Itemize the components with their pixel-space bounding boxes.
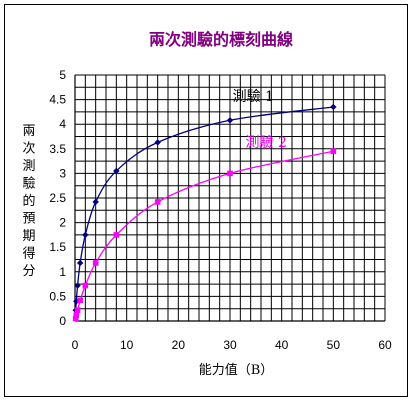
data-point-square	[74, 307, 81, 313]
data-point-diamond	[330, 103, 337, 111]
y-tick-label: 1.5	[49, 240, 66, 254]
data-point-square	[154, 199, 161, 205]
data-point-diamond	[92, 198, 99, 206]
data-point-diamond	[226, 117, 234, 124]
y-tick-label: 0.5	[49, 289, 66, 303]
series-2	[72, 148, 337, 322]
axes	[74, 75, 385, 322]
x-tick-labels: 0 10 20 30 40 50 60	[72, 338, 392, 352]
series-label-test2: 測驗 2	[246, 135, 287, 151]
data-point-square	[330, 148, 337, 155]
y-tick-label: 1	[59, 265, 66, 279]
y-tick-label: 5	[59, 68, 66, 82]
x-tick-label: 40	[275, 338, 289, 352]
y-tick-label: 3	[59, 166, 66, 180]
data-point-square	[227, 170, 233, 177]
chart-title: 兩次測驗的標刻曲線	[149, 30, 293, 49]
data-point-square	[72, 315, 79, 322]
y-tick-label: 2	[59, 216, 66, 230]
data-point-diamond	[82, 231, 89, 239]
chart-svg: 兩次測驗的標刻曲線 0 10 20 30 40 50 60 0 0.5 1 1.5 2 2.5 3 3.5…	[22, 30, 392, 378]
data-point-diamond	[76, 259, 84, 267]
x-tick-label: 50	[327, 338, 341, 352]
y-tick-label: 4	[59, 117, 66, 131]
y-tick-label: 2.5	[49, 191, 66, 205]
data-point-diamond	[74, 282, 81, 289]
data-point-square	[82, 282, 89, 289]
data-point-square	[113, 232, 120, 238]
series-group	[72, 103, 337, 322]
data-point-square	[73, 312, 80, 318]
y-tick-label: 4.5	[49, 93, 66, 107]
x-tick-label: 20	[172, 338, 186, 352]
series-line	[74, 106, 334, 311]
chart-frame: 兩次測驗的標刻曲線 0 10 20 30 40 50 60 0 0.5 1 1.5 2 2.5 3 3.5…	[4, 4, 408, 397]
y-tick-label: 0	[59, 314, 66, 328]
grid-lines	[75, 74, 386, 321]
series-label-test1: 測驗 1	[233, 89, 274, 105]
y-axis-label: 兩次測驗的預期得分	[22, 124, 35, 279]
x-axis-label: 能力值（B）	[199, 362, 274, 378]
x-tick-label: 30	[223, 338, 237, 352]
y-tick-labels: 0 0.5 1 1.5 2 2.5 3 3.5 4 4.5 5	[49, 68, 66, 328]
x-tick-label: 10	[120, 338, 134, 352]
data-point-square	[77, 297, 83, 304]
y-tick-label: 3.5	[49, 142, 66, 156]
data-point-diamond	[113, 167, 120, 175]
data-point-diamond	[154, 139, 161, 146]
data-point-square	[92, 260, 99, 266]
x-tick-label: 60	[378, 338, 392, 352]
x-tick-label: 0	[72, 338, 79, 352]
